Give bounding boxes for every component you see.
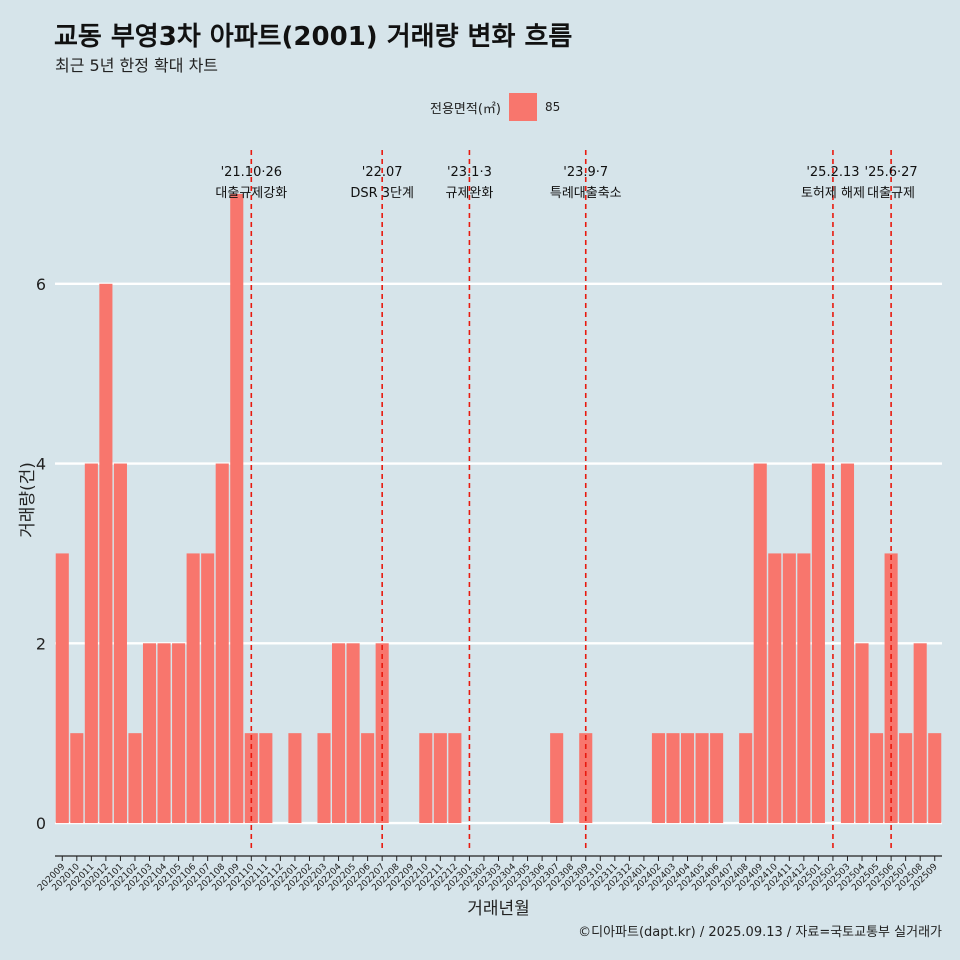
bar [244,733,258,824]
bar [753,463,767,824]
event-date-label: '22.07 [362,165,403,180]
bar [899,733,913,824]
event-label: 대출규제 [867,186,915,201]
event-date-label: '21.10·26 [221,165,282,180]
event-date-label: '25.6·27 [865,165,918,180]
bar [884,553,898,824]
legend-label: 85 [544,100,561,114]
bar [840,463,855,824]
bar [128,733,142,824]
bar [913,643,927,824]
bar [710,733,724,824]
chart-title: 교동 부영3차 아파트(2001) 거래량 변화 흐름 [54,22,573,52]
bar [855,643,869,824]
source-caption: ©디아파트(dapt.kr) / 2025.09.13 / 자료=국토교통부 실… [578,925,942,940]
bar [419,733,433,824]
bar [172,643,186,824]
bar [695,733,709,824]
chart-subtitle: 최근 5년 한정 확대 차트 [55,56,219,75]
event-label: 대출규제강화 [215,186,287,201]
bar [70,733,84,824]
bar [201,553,215,824]
y-tick-label: 2 [36,634,46,653]
bar [651,733,665,824]
bar [230,193,244,824]
bar [550,733,564,824]
bar [811,463,825,824]
bar [346,643,360,824]
bar [113,463,127,824]
bar [142,643,157,824]
bar [870,733,884,824]
y-tick-label: 4 [36,455,46,474]
bar [157,643,171,824]
bar [768,553,782,824]
event-label: 규제완화 [445,186,493,201]
bar [666,733,680,824]
bar [259,733,273,824]
bar [317,733,331,824]
bar [433,733,447,824]
bar [579,733,593,824]
legend-title: 전용면적(㎡) [430,101,501,117]
bar [375,643,389,824]
legend-swatch [508,93,537,121]
bar [186,553,200,824]
bar [55,553,69,824]
bar [84,463,98,824]
y-axis-title: 거래량(건) [18,462,38,538]
y-tick-label: 0 [36,814,46,833]
bar [448,733,462,824]
bar [361,733,375,824]
event-date-label: '25.2.13 [806,165,859,180]
bar [680,733,695,824]
bar [215,463,229,824]
bar [797,553,811,824]
bar [739,733,753,824]
event-date-label: '23.9·7 [563,165,608,180]
x-axis-title: 거래년월 [467,899,530,919]
legend: 전용면적(㎡) 85 [430,93,560,121]
event-date-label: '23.1·3 [447,165,492,180]
y-tick-label: 6 [36,275,46,294]
bar [99,283,113,824]
bar [928,733,942,824]
event-label: 특례대출축소 [550,186,622,201]
bar [288,733,302,824]
event-label: 토허제 해제 [801,186,865,201]
bar [332,643,346,824]
bar [782,553,796,824]
event-label: DSR 3단계 [350,186,414,201]
